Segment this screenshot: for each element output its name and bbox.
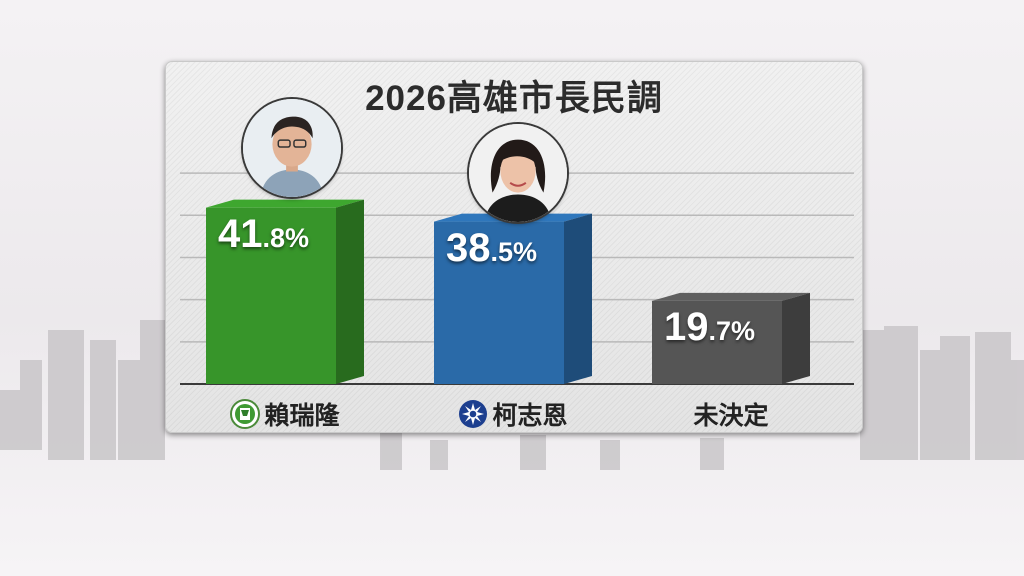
bar-side-2 xyxy=(782,292,810,384)
value-label-2: 19.7% xyxy=(664,304,756,349)
bar-top-2 xyxy=(652,292,810,301)
bar-side-0 xyxy=(336,199,364,384)
bar-front-1 xyxy=(434,221,564,384)
person-icon xyxy=(469,124,567,222)
dpp-emblem-icon xyxy=(230,399,261,429)
category-label-lai: 賴瑞隆 xyxy=(230,396,340,432)
candidate-photo-ko xyxy=(469,124,567,222)
chart-title: 2026高雄市長民調 xyxy=(365,79,663,118)
value-label-0: 41.8% xyxy=(218,211,310,256)
bar-top-0 xyxy=(206,199,364,208)
person-icon xyxy=(243,99,341,197)
bar-side-1 xyxy=(564,213,592,384)
category-label-ko: 柯志恩 xyxy=(458,396,568,432)
bar-front-0 xyxy=(206,207,336,384)
value-label-1: 38.5% xyxy=(446,225,538,270)
candidate-photo-lai xyxy=(243,99,341,197)
bar-front-2 xyxy=(652,300,782,384)
chart-panel: 2026高雄市長民調 41.8% 38.5% 19.7% xyxy=(165,61,863,433)
category-label-undecided: 未決定 xyxy=(693,402,769,430)
kmt-emblem-icon xyxy=(459,400,488,428)
